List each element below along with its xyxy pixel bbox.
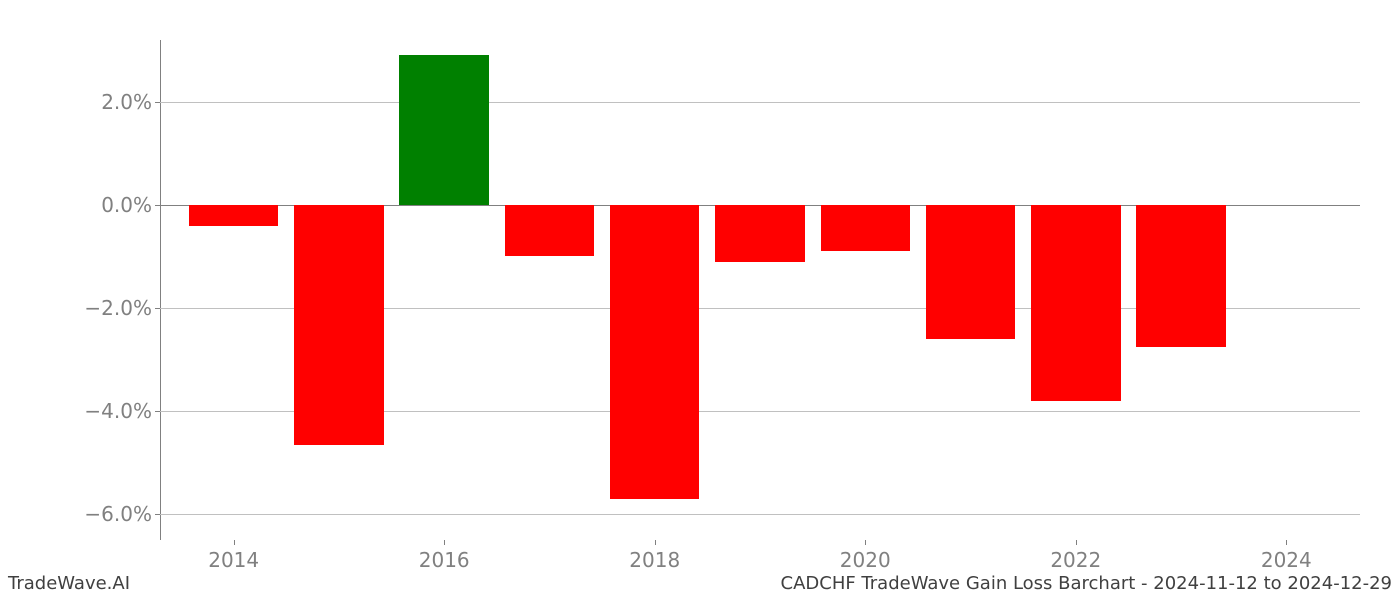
bar-2023 [1136,205,1225,347]
x-tick-label: 2016 [419,548,470,572]
bar-2015 [294,205,383,445]
x-tick-mark [444,540,445,545]
y-tick-label: −6.0% [84,502,152,526]
y-tick-label: 2.0% [101,90,152,114]
barchart: TradeWave.AI CADCHF TradeWave Gain Loss … [0,0,1400,600]
bar-2018 [610,205,699,499]
bar-2021 [926,205,1015,339]
bar-2020 [821,205,910,251]
bar-2014 [189,205,278,226]
x-tick-label: 2020 [840,548,891,572]
footer-left-watermark: TradeWave.AI [8,573,130,594]
y-tick-mark [155,514,160,515]
plot-area [160,40,1360,540]
x-tick-mark [865,540,866,545]
x-tick-label: 2024 [1261,548,1312,572]
x-tick-label: 2014 [208,548,259,572]
bar-2019 [715,205,804,262]
y-tick-mark [155,308,160,309]
gridline [160,514,1360,515]
bar-2016 [399,55,488,204]
y-tick-mark [155,411,160,412]
y-tick-mark [155,102,160,103]
x-tick-label: 2018 [629,548,680,572]
y-tick-label: −2.0% [84,296,152,320]
y-tick-mark [155,205,160,206]
y-tick-label: −4.0% [84,399,152,423]
bar-2017 [505,205,594,257]
y-axis-spine [160,40,161,540]
y-tick-label: 0.0% [101,193,152,217]
x-tick-mark [1076,540,1077,545]
gridline [160,102,1360,103]
footer-right-caption: CADCHF TradeWave Gain Loss Barchart - 20… [781,573,1392,594]
x-tick-mark [1286,540,1287,545]
x-tick-mark [655,540,656,545]
x-tick-label: 2022 [1050,548,1101,572]
x-tick-mark [234,540,235,545]
bar-2022 [1031,205,1120,401]
